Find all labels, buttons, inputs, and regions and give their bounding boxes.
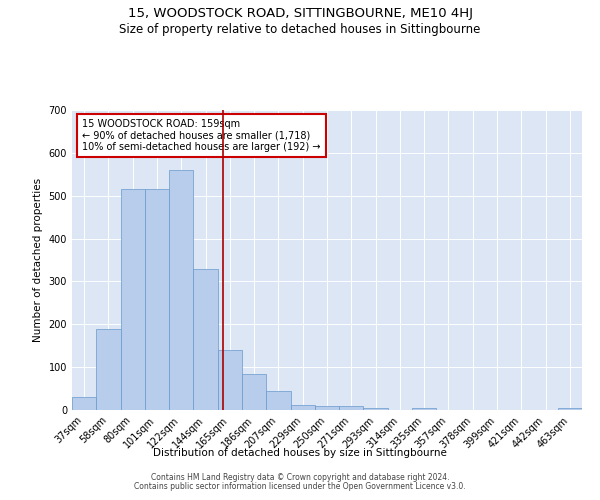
Bar xyxy=(121,190,145,410)
Bar xyxy=(558,408,582,410)
Bar xyxy=(290,405,315,410)
Text: Distribution of detached houses by size in Sittingbourne: Distribution of detached houses by size … xyxy=(153,448,447,458)
Bar xyxy=(266,391,290,410)
Text: Contains public sector information licensed under the Open Government Licence v3: Contains public sector information licen… xyxy=(134,482,466,491)
Y-axis label: Number of detached properties: Number of detached properties xyxy=(33,178,43,342)
Text: 15 WOODSTOCK ROAD: 159sqm
← 90% of detached houses are smaller (1,718)
10% of se: 15 WOODSTOCK ROAD: 159sqm ← 90% of detac… xyxy=(82,119,320,152)
Text: Size of property relative to detached houses in Sittingbourne: Size of property relative to detached ho… xyxy=(119,22,481,36)
Bar xyxy=(412,408,436,410)
Bar xyxy=(339,406,364,410)
Bar xyxy=(193,270,218,410)
Bar xyxy=(72,397,96,410)
Bar xyxy=(96,328,121,410)
Bar xyxy=(242,374,266,410)
Bar xyxy=(169,170,193,410)
Text: 15, WOODSTOCK ROAD, SITTINGBOURNE, ME10 4HJ: 15, WOODSTOCK ROAD, SITTINGBOURNE, ME10 … xyxy=(128,8,473,20)
Bar xyxy=(145,190,169,410)
Bar xyxy=(315,406,339,410)
Bar xyxy=(218,350,242,410)
Text: Contains HM Land Registry data © Crown copyright and database right 2024.: Contains HM Land Registry data © Crown c… xyxy=(151,474,449,482)
Bar xyxy=(364,408,388,410)
